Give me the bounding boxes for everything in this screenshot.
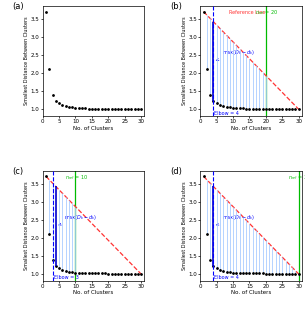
Text: (a): (a) <box>12 2 24 11</box>
Y-axis label: Smallest Distance Between Clusters: Smallest Distance Between Clusters <box>182 17 187 105</box>
Text: $n_{ref}$ = 10: $n_{ref}$ = 10 <box>65 173 88 182</box>
Text: $\max(D_k - d_k)$: $\max(D_k - d_k)$ <box>216 48 255 61</box>
Text: $n_{ref}$ = 30: $n_{ref}$ = 30 <box>288 173 305 182</box>
Text: Reference Line: Reference Line <box>229 10 265 15</box>
Text: $\max(D_k - d_k)$: $\max(D_k - d_k)$ <box>216 212 255 225</box>
X-axis label: No. of Clusters: No. of Clusters <box>231 126 271 131</box>
Text: Elbow = 4: Elbow = 4 <box>214 275 239 280</box>
Text: (b): (b) <box>170 2 182 11</box>
X-axis label: No. of Clusters: No. of Clusters <box>231 290 271 295</box>
Text: $n_{ref}$ = 20: $n_{ref}$ = 20 <box>255 8 278 17</box>
Y-axis label: Smallest Distance Between Clusters: Smallest Distance Between Clusters <box>24 182 29 270</box>
Y-axis label: Smallest Distance Between Clusters: Smallest Distance Between Clusters <box>182 182 187 270</box>
Text: Elbow = 3: Elbow = 3 <box>53 275 78 280</box>
Text: (c): (c) <box>12 167 23 176</box>
Y-axis label: Smallest Distance Between Clusters: Smallest Distance Between Clusters <box>24 17 29 105</box>
X-axis label: No. of Clusters: No. of Clusters <box>74 126 114 131</box>
Text: $\max(D_k - d_k)$: $\max(D_k - d_k)$ <box>59 212 97 225</box>
Text: Elbow = 4: Elbow = 4 <box>214 111 239 116</box>
Text: (d): (d) <box>170 167 182 176</box>
X-axis label: No. of Clusters: No. of Clusters <box>74 290 114 295</box>
